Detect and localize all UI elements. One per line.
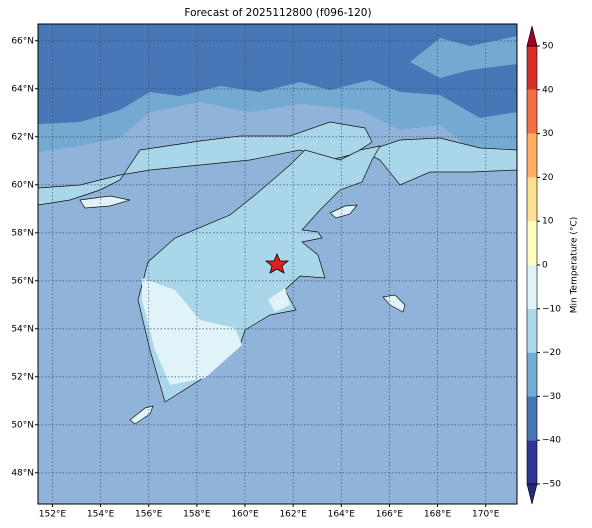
island [129,405,154,425]
location-marker [264,252,290,274]
colorbar-tick-label: −20 [542,348,561,358]
x-tick-label: 160°E [231,510,259,520]
x-tick-label: 164°E [328,510,356,520]
y-tick-label: 66°N [11,36,34,46]
colorbar-tick-label: 40 [542,85,554,95]
colorbar-tick-label: −50 [542,480,561,490]
title: Forecast of 2025112800 (f096-120) [184,7,371,19]
colorbar-tick-label: 20 [542,173,554,183]
map-frame [37,23,518,505]
y-tick-label: 62°N [11,132,34,142]
y-tick-label: 54°N [11,324,34,334]
x-tick-label: 154°E [87,510,115,520]
colorbar-tick-label: 0 [542,261,548,271]
y-tick-label: 50°N [11,420,34,430]
colorbar-segment [527,46,537,90]
colorbar-label: Min Temperature (°C) [570,217,580,314]
y-tick-label: 58°N [11,228,34,238]
colorbar-segment [527,265,537,309]
x-tick-label: 170°E [472,510,500,520]
colorbar-under [526,483,538,505]
colorbar-segment [527,396,537,441]
x-tick-label: 156°E [135,510,163,520]
colorbar-tick-label: 50 [542,42,554,52]
colorbar: −50 −40 −30 −20 −10 0 10 20 30 40 50 [526,25,561,505]
colorbar-segment [527,352,537,397]
colorbar-segment [527,308,537,353]
colorbar-segment [527,221,537,265]
x-tick-label: 158°E [183,510,211,520]
island [79,195,131,209]
mainland [38,121,517,206]
colorbar-tick-label: −30 [542,392,561,402]
x-tick-label: 166°E [376,510,404,520]
warm-zone [142,278,242,385]
map-area [38,24,517,504]
colorbar-segment [527,89,537,134]
y-tick-label: 64°N [11,84,34,94]
x-tick-label: 152°E [39,510,67,520]
colorbar-tick-label: 10 [542,217,554,227]
y-tick-label: 52°N [11,372,34,382]
colorbar-segment [527,177,537,222]
y-tick-label: 56°N [11,276,34,286]
grid [38,24,517,504]
colorbar-tick-label: −40 [542,436,561,446]
y-tick-label: 48°N [11,468,34,478]
x-tick-label: 168°E [424,510,452,520]
island [382,294,406,313]
y-tick-label: 60°N [11,180,34,190]
colorbar-tick-label: 30 [542,129,554,139]
colorbar-segment [527,440,537,484]
warm-zone [268,288,290,312]
colorbar-tick-label: −10 [542,304,561,314]
colorbar-over [526,25,538,47]
cold-zone [38,24,517,124]
x-tick-label: 162°E [279,510,307,520]
colorbar-segment [527,133,537,178]
island [329,204,358,219]
